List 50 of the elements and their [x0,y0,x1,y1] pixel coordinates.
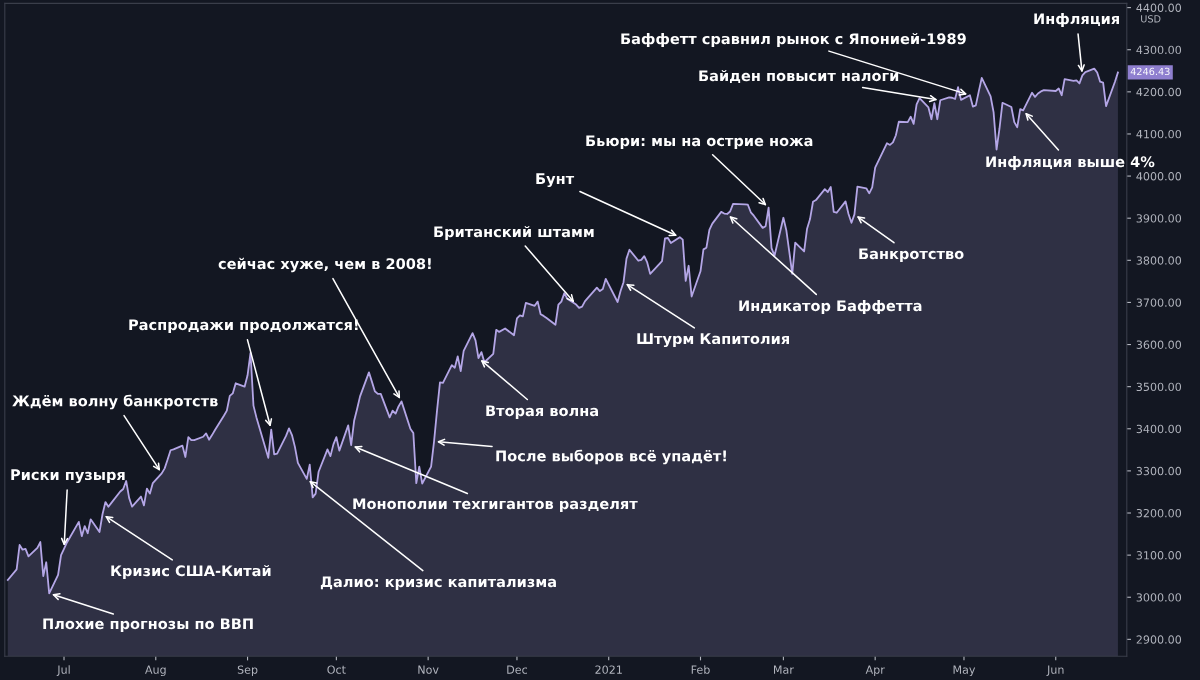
x-tick-label: Dec [507,665,528,674]
annotation: Риски пузыря [11,469,125,484]
y-tick-label: 4200.00 [1136,87,1182,97]
y-tick-label: 4300.00 [1136,45,1182,55]
annotation: сейчас хуже, чем в 2008! [218,257,431,273]
x-tick-label: Aug [145,665,166,676]
annotation: После выборов всё упадёт! [496,449,726,465]
x-tick-label: Nov [418,665,439,674]
annotation: Бьюри: мы на острие ножа [586,135,813,150]
y-tick-label: 3400.00 [1136,424,1182,434]
x-tick-label: Apr [865,665,885,676]
x-tick-label: 2021 [595,665,622,674]
annotation: Британский штамм [434,225,594,241]
y-tick-label: 3100.00 [1136,551,1182,560]
annotation: Байден повысит налоги [699,69,899,84]
annotation: Ждём волну банкротств [12,394,218,410]
x-tick-label: Jun [1046,665,1064,676]
annotation: Кризис США-Китай [111,564,271,580]
annotation: Банкротство [859,248,964,263]
annotation: Распродажи продолжатся! [129,319,358,334]
annotation: Плохие прогнозы по ВВП [43,618,253,633]
y-tick-label: 3800.00 [1136,256,1182,265]
annotation: Штурм Капитолия [637,333,789,348]
y-tick-label: 3500.00 [1136,382,1182,392]
x-tick-label: May [953,665,976,676]
x-tick-label: Oct [327,665,346,674]
y-tick-label: 3600.00 [1136,340,1182,349]
y-tick-label: 3900.00 [1136,214,1182,223]
x-tick-label: Jul [56,665,70,676]
annotation: 4246.43 [1130,67,1170,76]
annotation: Инфляция [1034,12,1119,28]
annotation: Вторая волна [486,405,599,420]
annotation: Индикатор Баффетта [739,299,922,315]
y-tick-label: 2900.00 [1136,635,1182,644]
x-tick-label: Sep [237,665,258,676]
y-tick-label: 4000.00 [1136,172,1182,181]
y-tick-label: 3000.00 [1136,593,1182,602]
annotation: Баффетт сравнил рынок с Японией-1989 [621,32,966,48]
annotation: Монополии техгигантов разделят [353,498,638,513]
y-axis-title: USD [1141,15,1161,23]
y-tick-label: 3200.00 [1136,508,1182,518]
annotation: Далио: кризис капитализма [320,576,556,591]
x-tick-label: Mar [774,665,794,674]
y-tick-label: 4400.00 [1136,3,1182,12]
annotation: Бунт [536,173,575,188]
annotation: Инфляция выше 4% [986,155,1155,171]
y-tick-label: 3300.00 [1136,466,1182,476]
y-tick-label: 4100.00 [1136,129,1182,139]
y-tick-label: 3700.00 [1136,298,1182,307]
x-tick-label: Feb [691,665,710,674]
